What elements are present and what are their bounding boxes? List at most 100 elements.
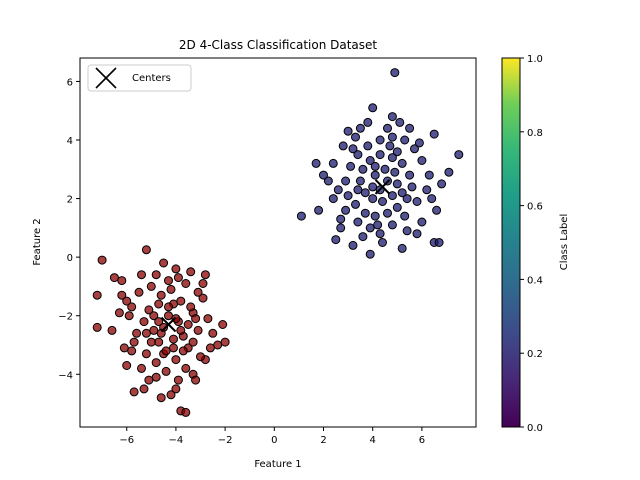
data-point-series-0-28 xyxy=(122,296,132,306)
data-point-series-0-21 xyxy=(171,384,181,394)
data-point-series-1-12 xyxy=(432,205,442,215)
data-point-series-1-36 xyxy=(417,156,427,165)
x-axis-label: Feature 1 xyxy=(254,459,301,470)
data-point-series-0-51 xyxy=(171,355,181,365)
colorbar-ticks: 0.0 0.2 0.4 0.6 0.8 1.0 xyxy=(520,54,543,434)
colorbar: 0.0 0.2 0.4 0.6 0.8 1.0 Class Label xyxy=(501,54,570,434)
data-point-series-1-43 xyxy=(346,161,356,171)
data-point-series-0-49 xyxy=(151,358,161,368)
data-point-series-1-29 xyxy=(365,223,375,233)
data-point-series-1-46 xyxy=(351,199,360,209)
data-point-series-1-72 xyxy=(336,214,346,224)
y-axis-label: Feature 2 xyxy=(32,218,43,265)
data-point-series-0-22 xyxy=(156,393,166,403)
data-point-series-0-16 xyxy=(218,320,228,329)
legend-box xyxy=(87,64,192,92)
data-point-series-1-25 xyxy=(323,176,333,186)
plot-area xyxy=(79,57,477,428)
data-point-series-1-48 xyxy=(370,211,380,221)
data-point-series-0-66 xyxy=(188,337,198,347)
data-point-series-0-10 xyxy=(159,258,169,268)
data-point-series-0-80 xyxy=(137,363,146,373)
x-tick-label-6: 6 xyxy=(419,435,425,446)
data-point-series-0-44 xyxy=(139,317,149,327)
data-point-series-0-87 xyxy=(164,302,173,312)
data-point-series-1-35 xyxy=(424,170,434,180)
data-point-series-0-5 xyxy=(122,361,132,370)
data-point-series-1-16 xyxy=(405,123,415,133)
data-point-series-1-50 xyxy=(392,202,402,212)
data-point-series-1-55 xyxy=(387,153,397,163)
data-point-series-1-18 xyxy=(387,112,397,122)
data-point-series-1-88 xyxy=(353,185,363,195)
data-point-series-1-15 xyxy=(429,129,439,139)
data-point-series-0-83 xyxy=(169,343,178,353)
data-point-series-1-53 xyxy=(405,170,415,180)
data-point-series-0-52 xyxy=(181,363,191,373)
data-point-series-0-42 xyxy=(203,314,213,324)
points-layer xyxy=(92,68,464,417)
data-point-series-0-50 xyxy=(161,366,171,376)
data-point-series-1-78 xyxy=(427,194,437,204)
data-point-series-0-56 xyxy=(176,296,186,306)
data-point-series-0-11 xyxy=(171,264,181,274)
data-point-series-1-3 xyxy=(331,235,341,245)
data-point-series-1-37 xyxy=(410,144,419,154)
data-point-series-1-26 xyxy=(328,194,338,204)
data-point-series-0-54 xyxy=(156,290,166,300)
data-point-series-0-72 xyxy=(205,343,215,353)
data-point-series-0-58 xyxy=(146,281,156,291)
data-point-series-1-62 xyxy=(378,197,387,206)
data-point-series-0-57 xyxy=(186,302,196,312)
data-point-series-1-21 xyxy=(355,123,365,133)
data-point-series-1-0 xyxy=(296,211,306,221)
data-point-series-1-61 xyxy=(368,194,378,204)
data-point-series-0-79 xyxy=(173,375,183,385)
data-point-series-0-62 xyxy=(169,334,178,344)
data-point-series-1-41 xyxy=(363,141,373,151)
data-point-series-1-49 xyxy=(383,208,392,218)
data-point-series-1-66 xyxy=(380,164,390,174)
data-point-series-1-57 xyxy=(365,156,375,165)
data-point-series-1-75 xyxy=(383,123,392,133)
data-point-series-0-40 xyxy=(193,325,203,335)
y-axis: −4 −2 0 2 4 6 xyxy=(58,77,80,381)
data-point-series-0-7 xyxy=(139,384,149,394)
y-tick-label-0: −4 xyxy=(58,370,73,381)
data-point-series-0-71 xyxy=(196,352,205,362)
data-point-series-1-84 xyxy=(385,141,395,151)
data-point-series-0-25 xyxy=(181,407,191,417)
y-tick-label-3: 2 xyxy=(67,195,73,206)
data-point-series-0-47 xyxy=(114,308,124,318)
data-point-series-0-2 xyxy=(92,322,102,332)
y-tick-label-5: 6 xyxy=(67,77,73,88)
data-point-series-1-59 xyxy=(355,176,365,186)
data-point-series-1-83 xyxy=(319,170,328,180)
data-point-series-1-51 xyxy=(402,194,412,204)
colorbar-gradient xyxy=(501,57,521,428)
data-point-series-1-60 xyxy=(360,188,370,198)
data-point-series-1-52 xyxy=(407,182,417,192)
plot-background xyxy=(80,58,476,427)
data-point-series-1-65 xyxy=(390,167,400,177)
data-point-series-0-0 xyxy=(97,255,107,265)
data-point-series-1-47 xyxy=(360,208,370,218)
data-point-series-0-70 xyxy=(151,372,161,382)
data-point-series-0-59 xyxy=(137,270,146,280)
data-point-series-1-11 xyxy=(434,238,444,247)
data-point-series-1-79 xyxy=(373,220,383,230)
y-tick-label-2: 0 xyxy=(67,253,73,264)
data-point-series-0-86 xyxy=(141,328,151,338)
data-point-series-1-56 xyxy=(375,150,385,160)
data-point-series-0-76 xyxy=(127,302,137,312)
data-point-series-1-89 xyxy=(397,188,407,198)
data-point-series-1-38 xyxy=(400,135,410,145)
data-point-series-0-17 xyxy=(220,337,230,347)
data-point-series-0-41 xyxy=(198,293,208,303)
data-point-series-1-42 xyxy=(353,150,363,160)
data-point-series-0-1 xyxy=(92,290,102,300)
chart-title: 2D 4-Class Classification Dataset xyxy=(179,38,378,52)
data-point-series-1-71 xyxy=(348,144,358,154)
data-point-series-0-75 xyxy=(117,290,127,300)
